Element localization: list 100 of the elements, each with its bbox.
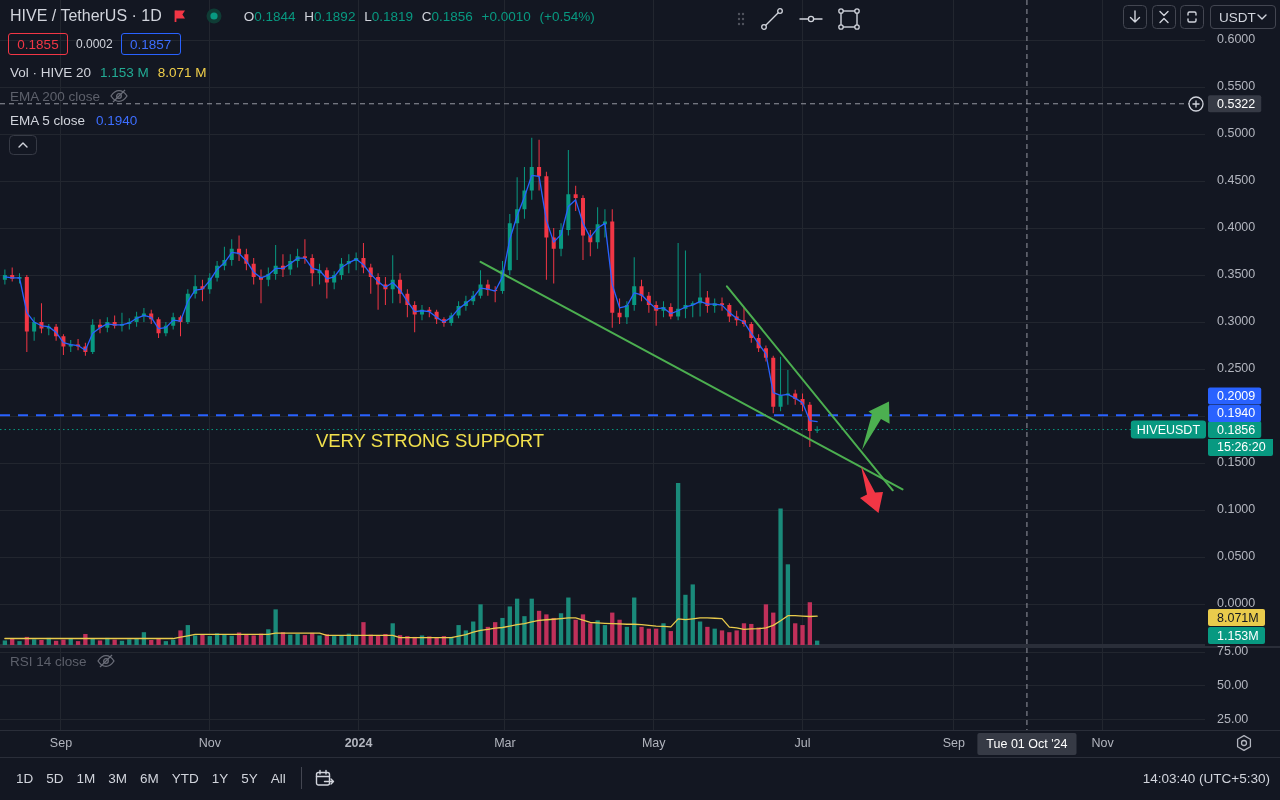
x-tick-label: Nov: [1091, 735, 1115, 750]
y-tick-label: 0.5000: [1217, 126, 1256, 141]
bar: [361, 622, 366, 645]
bar: [434, 637, 439, 645]
bar: [353, 635, 359, 645]
bar: [558, 613, 564, 645]
bar: [273, 609, 278, 645]
bar: [522, 616, 527, 645]
bar: [595, 620, 600, 645]
bar: [756, 627, 761, 645]
text: 1M: [76, 770, 96, 786]
bar: [785, 564, 791, 645]
bar: [639, 626, 644, 645]
y-tick-label: 25.00: [1217, 711, 1249, 726]
bar: [222, 634, 227, 645]
bar: [683, 594, 688, 645]
bar: [719, 630, 725, 645]
bar: [566, 597, 571, 645]
bar: [244, 634, 249, 645]
x-tick-label: Nov: [198, 735, 222, 750]
text: All: [270, 770, 286, 786]
bar: [112, 639, 117, 645]
y-tick-label: 0.6000: [1217, 32, 1256, 47]
text: 0.1940: [1208, 404, 1262, 422]
bar: [251, 635, 256, 645]
text: 5D: [46, 770, 64, 786]
bar: [580, 614, 586, 645]
bar: [478, 604, 483, 645]
bar: [90, 639, 95, 645]
text: 15:26:20: [1208, 439, 1273, 456]
text: 14:03:40 (UTC+5:30): [1142, 770, 1270, 786]
y-tick-label: 0.4500: [1217, 173, 1256, 188]
text: 5Y: [241, 770, 258, 786]
ref-line-label: Tue 01 Oct '24: [986, 736, 1068, 751]
y-tick-label: 50.00: [1217, 678, 1249, 693]
text: 1D: [16, 770, 34, 786]
dropdown: USDT: [1210, 5, 1276, 29]
annotation: 0.1855: [8, 33, 68, 55]
bar: [507, 606, 512, 645]
y-tick-label: 0.1500: [1217, 455, 1256, 470]
annotation: Vol · HIVE 20: [10, 64, 92, 80]
bar: [456, 625, 461, 645]
y-tick-label: 0.1000: [1217, 502, 1256, 517]
bar: [573, 619, 578, 645]
bar: [602, 625, 608, 645]
chart-title: RSI 14 close: [10, 653, 87, 669]
bar: [61, 639, 66, 645]
annotation: EMA 5 close: [10, 112, 86, 128]
bar: [661, 623, 666, 645]
ref-line-label: 0.5322: [1217, 96, 1256, 111]
text: YTD: [171, 770, 199, 786]
bar: [727, 632, 732, 645]
x-tick-label: Jul: [794, 735, 811, 750]
bar: [83, 633, 88, 645]
text: O0.1844 H0.1892 L0.1819 C0.1856 +0.0010 (+0.54%): [243, 8, 595, 24]
text: 1Y: [211, 770, 229, 786]
bar: [624, 626, 630, 645]
bar: [734, 630, 739, 645]
bar: [149, 639, 154, 645]
bar: [654, 628, 659, 645]
y-tick-label: 0.0000: [1217, 596, 1256, 611]
bar: [690, 584, 695, 645]
annotation: VERY STRONG SUPPORT: [315, 430, 545, 452]
bar: [668, 631, 673, 645]
bar: [500, 617, 505, 645]
y-tick-label: 0.2500: [1217, 361, 1256, 376]
x-tick-label: May: [641, 735, 667, 750]
annotation: 0.1857: [120, 33, 181, 55]
bar: [178, 630, 183, 645]
bar: [31, 639, 37, 645]
y-tick-label: 75.00: [1217, 644, 1249, 659]
ref-line-label: 0.1856: [1217, 422, 1256, 437]
bar: [2, 640, 8, 645]
bar: [97, 640, 103, 645]
bar: [544, 614, 549, 645]
y-tick-label: 0.3500: [1217, 267, 1256, 282]
bar: [302, 635, 308, 645]
bar: [317, 635, 322, 645]
y-tick-label: 0.3000: [1217, 314, 1256, 329]
annotation: 0.0002: [76, 37, 113, 51]
x-tick-label: 2024: [344, 735, 373, 750]
annotation: 8.071 M: [157, 64, 207, 80]
bar: [17, 641, 22, 645]
bar: [207, 636, 212, 645]
bar: [778, 508, 783, 645]
candlestick: [785, 369, 790, 405]
bar: [807, 602, 812, 645]
text: 6M: [140, 770, 159, 786]
bar: [763, 604, 769, 645]
bar: [617, 619, 622, 645]
annotation: 0.1940: [96, 112, 138, 128]
bar: [39, 639, 44, 645]
bar: [192, 635, 198, 645]
bar: [697, 621, 703, 645]
bar: [75, 641, 81, 645]
bar: [793, 623, 798, 645]
text: 8.071M: [1208, 609, 1265, 626]
bar: [229, 635, 234, 645]
y-tick-label: 0.4000: [1217, 220, 1256, 235]
ref-line-label: 0.2009: [1217, 388, 1256, 403]
